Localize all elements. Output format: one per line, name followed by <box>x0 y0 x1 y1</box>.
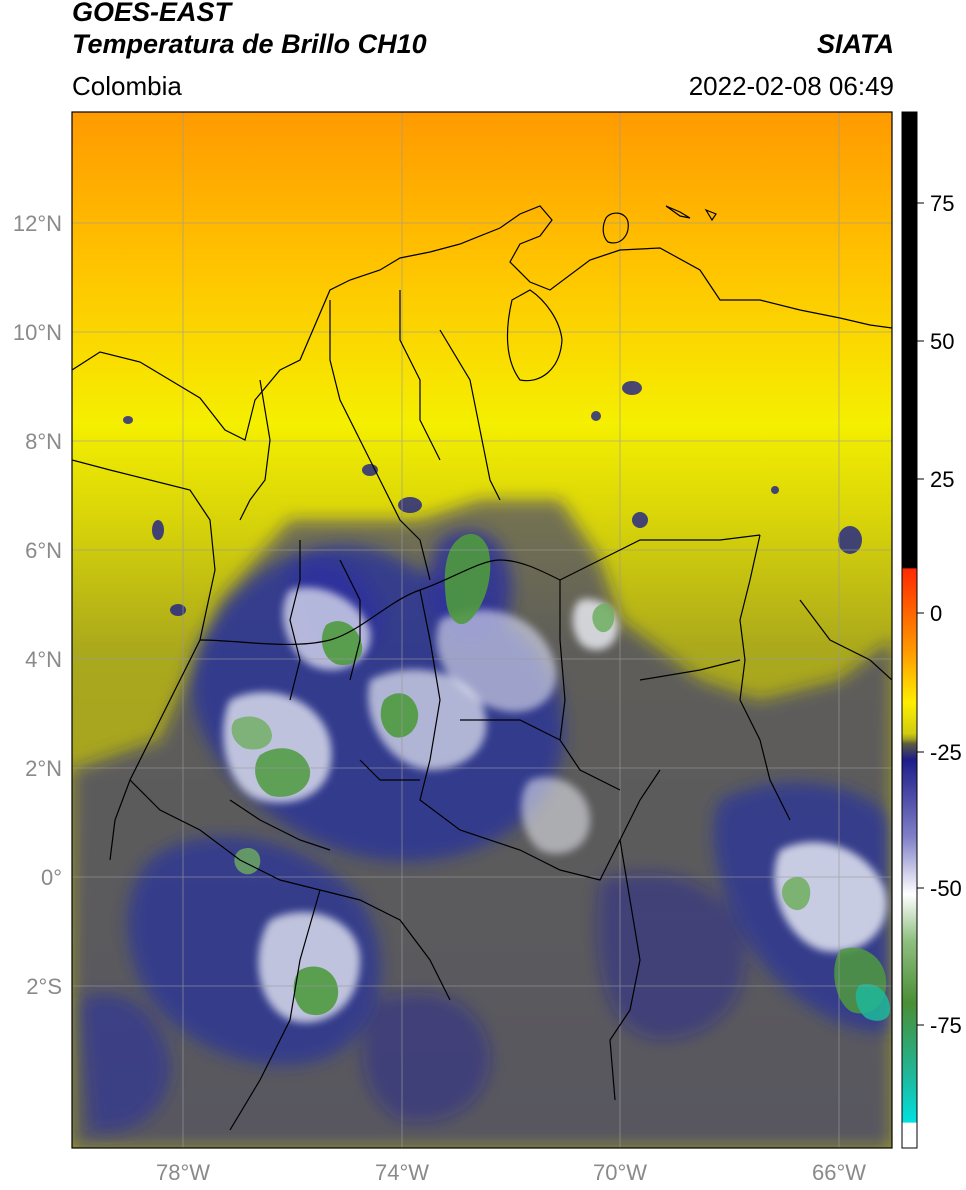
region-label: Colombia <box>72 71 182 101</box>
coastlines-and-borders <box>72 205 892 1131</box>
colorbar-label: 75 <box>930 191 954 216</box>
brand-label: SIATA <box>817 29 894 59</box>
brightness-temperature-imagery <box>72 112 892 1148</box>
lat-label: 2°S <box>26 974 62 999</box>
lat-label: 6°N <box>25 538 62 563</box>
colorbar-ticks <box>917 202 924 1026</box>
lon-label: 70°W <box>593 1160 647 1185</box>
scattered-cells <box>123 381 862 616</box>
lon-label: 66°W <box>812 1160 866 1185</box>
colorbar-label: -75 <box>930 1013 962 1038</box>
lat-label: 12°N <box>13 211 62 236</box>
colorbar-label: 25 <box>930 467 954 492</box>
lat-label: 8°N <box>25 429 62 454</box>
colorbar-label: 50 <box>930 329 954 354</box>
lat-label: 4°N <box>25 647 62 672</box>
map-frame <box>71 111 893 1149</box>
satellite-title: GOES-EAST <box>72 0 232 27</box>
lon-label: 74°W <box>375 1160 429 1185</box>
lat-label: 0° <box>41 865 62 890</box>
lat-label: 2°N <box>25 756 62 781</box>
colorbar-label: 0 <box>930 601 942 626</box>
colorbar-gradient <box>901 111 918 1149</box>
colorbar-label: -25 <box>930 740 962 765</box>
timestamp-label: 2022-02-08 06:49 <box>688 71 894 101</box>
lon-label: 78°W <box>156 1160 210 1185</box>
longitude-labels: 78°W 74°W 70°W 66°W <box>156 1160 866 1185</box>
cold-cores <box>231 533 890 1021</box>
product-title: Temperatura de Brillo CH10 <box>72 29 427 59</box>
latitude-labels: 12°N 10°N 8°N 6°N 4°N 2°N 0° 2°S <box>13 211 62 999</box>
lat-label: 10°N <box>13 320 62 345</box>
colorbar-label: -50 <box>930 876 962 901</box>
colorbar: 75 50 25 0 -25 -50 -75 <box>901 111 962 1149</box>
